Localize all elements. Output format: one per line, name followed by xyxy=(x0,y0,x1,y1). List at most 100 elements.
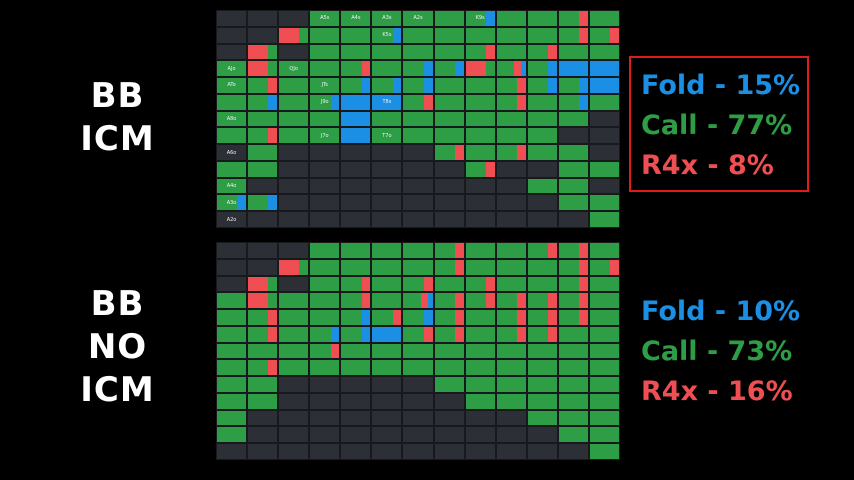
range-cell xyxy=(247,342,279,360)
range-cell xyxy=(278,242,310,259)
range-cell-segment xyxy=(310,293,340,309)
range-cell xyxy=(557,177,589,195)
range-cell xyxy=(278,342,310,360)
range-cell xyxy=(495,26,527,44)
range-cell-segment xyxy=(341,111,371,127)
range-cell-segment xyxy=(496,343,526,359)
range-cell-segment xyxy=(279,310,309,325)
range-cell-segment xyxy=(527,276,557,292)
range-cell xyxy=(247,10,279,27)
range-cell-segment xyxy=(517,310,526,325)
range-cell-label: J7o xyxy=(320,132,329,139)
range-cell xyxy=(309,26,341,44)
range-cell-segment xyxy=(268,276,278,292)
range-cell xyxy=(588,144,620,161)
range-cell-segment xyxy=(589,444,619,459)
bottom-range-grid xyxy=(216,242,620,460)
range-cell xyxy=(433,409,465,427)
range-cell-segment xyxy=(248,111,278,127)
range-cell-segment xyxy=(403,343,433,359)
top-range-grid: A5s A4s A3s A2s K9s K5s AJo QJo ATo JTs J9o T8s A8o J… xyxy=(216,10,620,228)
range-cell-label: A2s xyxy=(413,15,423,22)
range-cell xyxy=(557,275,589,293)
range-cell-segment xyxy=(548,44,557,60)
range-cell-segment xyxy=(423,310,433,325)
range-cell xyxy=(433,77,465,94)
range-cell xyxy=(216,443,248,460)
range-cell-segment xyxy=(558,259,580,275)
range-cell-segment xyxy=(248,343,278,359)
range-cell-segment xyxy=(496,393,526,409)
range-cell xyxy=(278,376,310,393)
range-cell xyxy=(495,242,527,259)
range-cell-segment xyxy=(434,377,464,392)
range-cell-label: A8o xyxy=(226,115,237,122)
range-cell xyxy=(557,359,589,377)
range-cell-segment xyxy=(589,293,619,309)
range-cell xyxy=(309,359,341,377)
range-cell xyxy=(402,242,434,259)
range-cell-segment xyxy=(310,78,340,93)
range-cell-segment xyxy=(496,78,518,93)
range-cell-segment xyxy=(310,343,331,359)
range-cell-segment xyxy=(428,293,433,309)
range-cell: A3o xyxy=(216,194,248,212)
range-cell-segment xyxy=(268,310,278,325)
range-cell-segment xyxy=(527,111,557,127)
range-cell xyxy=(309,160,341,178)
range-cell xyxy=(340,409,372,427)
range-cell xyxy=(495,160,527,178)
range-cell xyxy=(588,342,620,360)
range-cell-segment xyxy=(548,293,557,309)
range-cell-segment xyxy=(217,410,247,426)
range-cell-segment xyxy=(330,343,340,359)
range-cell xyxy=(526,258,558,276)
range-cell-segment xyxy=(589,276,619,292)
range-cell-segment xyxy=(310,326,331,342)
range-cell-segment xyxy=(454,243,464,258)
range-cell-segment xyxy=(496,276,526,292)
range-cell-segment xyxy=(279,293,309,309)
range-cell: T7o xyxy=(371,127,403,145)
range-cell xyxy=(464,376,496,393)
range-cell xyxy=(402,77,434,94)
range-cell-segment xyxy=(558,343,588,359)
range-cell xyxy=(278,127,310,145)
range-cell xyxy=(340,160,372,178)
range-cell xyxy=(216,242,248,259)
range-cell xyxy=(495,443,527,460)
range-cell: J7o xyxy=(309,127,341,145)
range-cell xyxy=(247,392,279,410)
range-cell xyxy=(557,392,589,410)
range-cell xyxy=(557,43,589,61)
range-cell xyxy=(309,309,341,326)
range-cell-segment xyxy=(548,243,557,258)
range-cell-segment xyxy=(465,61,486,77)
range-cell-label: JTs xyxy=(321,82,328,89)
range-cell-label: K9s xyxy=(475,15,485,22)
range-cell xyxy=(433,26,465,44)
range-cell-segment xyxy=(310,111,340,127)
range-cell xyxy=(247,26,279,44)
range-cell-segment xyxy=(454,293,464,309)
range-cell-segment xyxy=(434,78,464,93)
range-cell xyxy=(495,93,527,111)
range-cell-segment xyxy=(527,178,557,194)
range-cell: A4o xyxy=(216,177,248,195)
range-cell xyxy=(464,211,496,228)
range-cell-segment xyxy=(372,293,402,309)
range-cell-segment xyxy=(465,360,495,376)
range-cell xyxy=(433,392,465,410)
range-cell xyxy=(464,93,496,111)
range-cell xyxy=(495,292,527,310)
range-cell xyxy=(588,392,620,410)
range-cell xyxy=(402,93,434,111)
range-cell-segment xyxy=(579,243,588,258)
range-cell-segment xyxy=(372,27,393,43)
range-cell-segment xyxy=(310,360,340,376)
range-cell xyxy=(371,144,403,161)
range-cell xyxy=(588,309,620,326)
range-cell-segment xyxy=(579,276,588,292)
range-cell xyxy=(402,342,434,360)
range-cell-segment xyxy=(217,326,247,342)
